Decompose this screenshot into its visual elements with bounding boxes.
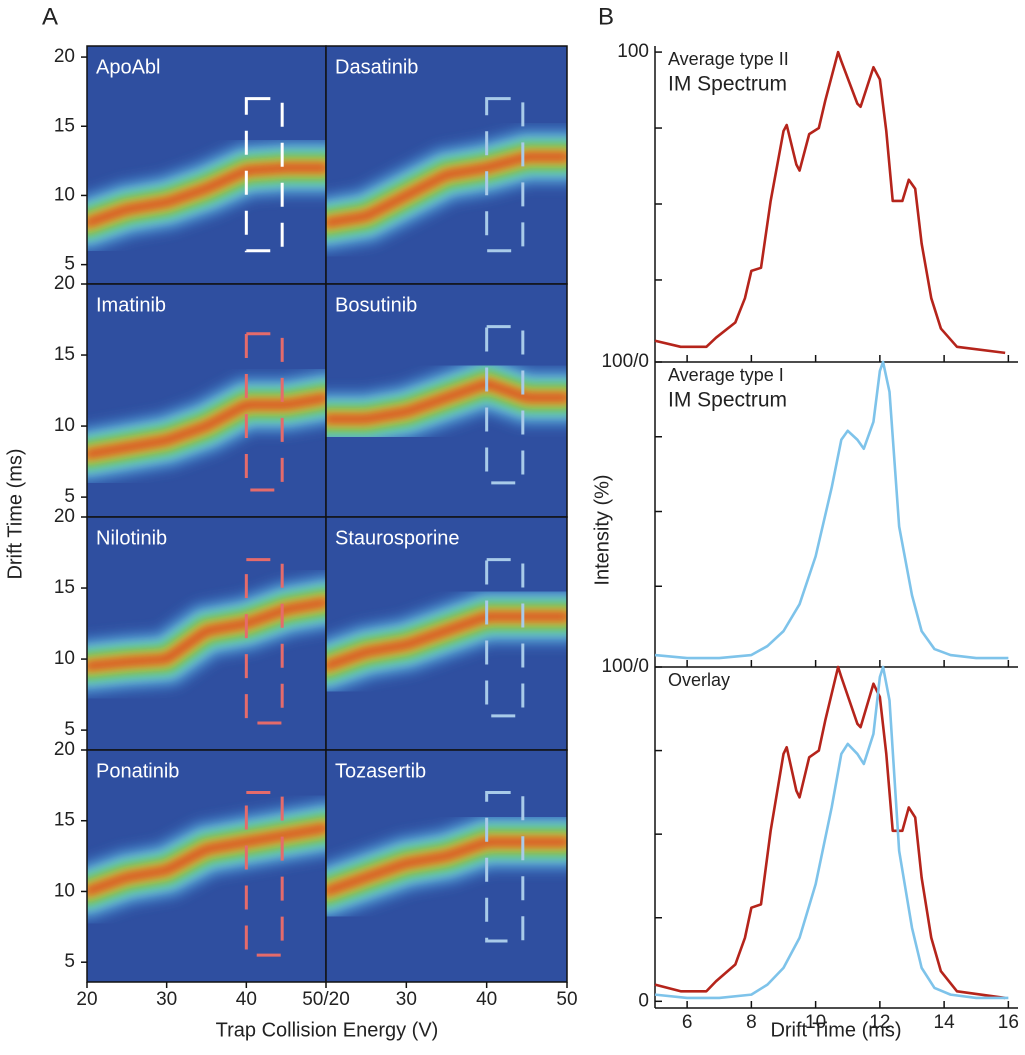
x-tick-label: 12 <box>869 1012 890 1033</box>
heatmap <box>87 46 326 284</box>
y-tick-label: 5 <box>64 254 75 275</box>
highlight-box <box>485 558 525 718</box>
y-tick-label: 100/0 <box>601 351 649 372</box>
panel-title: Ponatinib <box>96 760 179 782</box>
intensity-band <box>326 152 567 228</box>
y-tick-label: 10 <box>54 184 75 205</box>
highlight-box <box>244 97 284 253</box>
y-tick-label: 0 <box>638 990 649 1011</box>
intensity-band <box>87 393 326 459</box>
spectrum-line <box>654 50 1006 355</box>
chart-title: Average type I <box>668 365 784 385</box>
x-tick-label: 40 <box>476 989 497 1010</box>
spectrum-line <box>654 360 1009 660</box>
panel-title: Imatinib <box>96 294 166 316</box>
y-tick-label: 5 <box>64 719 75 740</box>
x-tick-label: 14 <box>934 1012 956 1033</box>
x-tick-label: 20 <box>76 989 97 1010</box>
intensity-band <box>87 597 326 671</box>
highlight-box <box>485 790 525 943</box>
panel-title: Dasatinib <box>335 56 418 78</box>
heatmap <box>326 517 567 750</box>
y-axis-title: Drift Time (ms) <box>4 448 26 579</box>
chart-title: IM Spectrum <box>668 73 787 96</box>
y-tick-label: 5 <box>64 951 75 972</box>
spectrum-line <box>654 665 1006 1000</box>
y-tick-label: 100/0 <box>601 656 649 677</box>
x-tick-label: 50/20 <box>302 989 350 1010</box>
intensity-band <box>87 823 326 896</box>
heatmap <box>326 750 567 982</box>
heatmap <box>326 46 567 284</box>
x-tick-label: 50 <box>556 989 577 1010</box>
y-tick-label: 5 <box>64 486 75 507</box>
chart-title: IM Spectrum <box>668 389 787 412</box>
y-tick-label: 20 <box>54 46 75 67</box>
intensity-band <box>87 163 326 228</box>
panel-label: B <box>598 3 614 30</box>
y-tick-label: 10 <box>54 648 75 669</box>
y-tick-label: 10 <box>54 415 75 436</box>
heatmap <box>87 517 326 750</box>
x-tick-label: 6 <box>682 1012 693 1033</box>
heatmap <box>87 284 326 517</box>
y-tick-label: 10 <box>54 880 75 901</box>
y-tick-label: 20 <box>54 739 75 760</box>
panel-title: Tozasertib <box>335 760 426 782</box>
intensity-band <box>326 611 567 671</box>
intensity-band <box>326 378 567 424</box>
panel-label: A <box>42 3 58 30</box>
y-tick-label: 15 <box>54 577 75 598</box>
heatmap <box>326 284 567 517</box>
highlight-box <box>244 558 284 725</box>
x-tick-label: 30 <box>396 989 417 1010</box>
panel-title: Staurosporine <box>335 527 460 549</box>
y-tick-label: 100 <box>617 41 649 62</box>
highlight-box <box>244 790 284 957</box>
x-tick-label: 10 <box>805 1012 826 1033</box>
y-tick-label: 15 <box>54 344 75 365</box>
x-tick-label: 30 <box>156 989 177 1010</box>
chart-title: Overlay <box>668 670 730 690</box>
intensity-band <box>326 837 567 896</box>
panel-title: Nilotinib <box>96 527 167 549</box>
x-tick-label: 8 <box>746 1012 757 1033</box>
y-tick-label: 15 <box>54 115 75 136</box>
y-tick-label: 20 <box>54 506 75 527</box>
y-axis-title: Intensity (%) <box>591 474 613 585</box>
y-tick-label: 20 <box>54 273 75 294</box>
highlight-box <box>485 325 525 485</box>
panel-title: Bosutinib <box>335 294 417 316</box>
x-tick-label: 40 <box>236 989 257 1010</box>
chart-title: Average type II <box>668 49 789 69</box>
highlight-box <box>244 332 284 492</box>
y-tick-label: 15 <box>54 810 75 831</box>
spectrum-line <box>654 665 1009 1000</box>
highlight-box <box>485 97 525 253</box>
x-axis-title: Drift Time (ms) <box>770 1019 901 1041</box>
panel-border <box>325 749 568 983</box>
panel-title: ApoAbl <box>96 56 161 78</box>
heatmap <box>87 750 326 982</box>
x-tick-label: 16 <box>998 1012 1019 1033</box>
x-axis-title: Trap Collision Energy (V) <box>216 1019 439 1041</box>
